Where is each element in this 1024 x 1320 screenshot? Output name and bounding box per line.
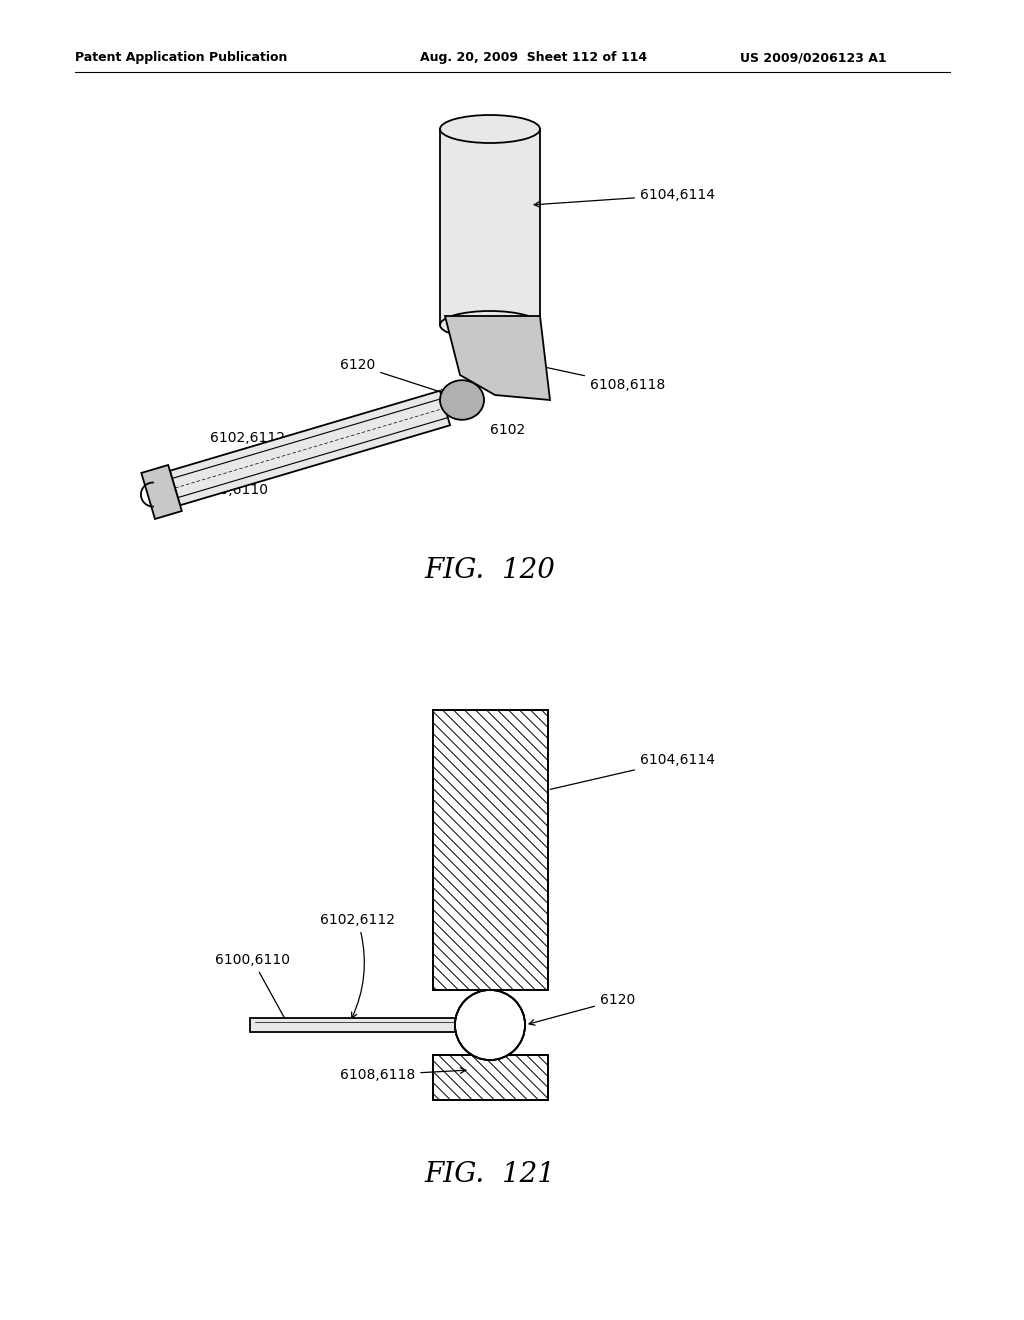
Text: FIG.  120: FIG. 120 [425, 557, 555, 583]
Text: 6102: 6102 [490, 422, 525, 437]
Text: 6120: 6120 [340, 358, 446, 395]
Ellipse shape [440, 380, 484, 420]
Bar [432, 710, 548, 990]
Text: 6104,6114: 6104,6114 [535, 187, 715, 207]
Text: US 2009/0206123 A1: US 2009/0206123 A1 [740, 51, 887, 65]
Bar [432, 710, 548, 990]
Text: Patent Application Publication: Patent Application Publication [75, 51, 288, 65]
Text: 6100,6110: 6100,6110 [215, 953, 290, 1024]
Polygon shape [141, 465, 182, 519]
Text: FIG.  121: FIG. 121 [425, 1162, 555, 1188]
Bar [432, 1055, 548, 1100]
Polygon shape [445, 315, 550, 400]
Ellipse shape [455, 990, 525, 1060]
Text: Aug. 20, 2009  Sheet 112 of 114: Aug. 20, 2009 Sheet 112 of 114 [420, 51, 647, 65]
Text: 6108,6118: 6108,6118 [539, 364, 666, 392]
Ellipse shape [440, 115, 540, 143]
Text: 6100,6110: 6100,6110 [166, 483, 268, 499]
Polygon shape [170, 391, 451, 506]
Ellipse shape [440, 312, 540, 339]
Text: 6102,6112: 6102,6112 [319, 913, 395, 1018]
Ellipse shape [459, 999, 505, 1041]
Bar [250, 1018, 460, 1032]
Bar [440, 129, 540, 325]
Ellipse shape [455, 990, 525, 1060]
Text: 6120: 6120 [529, 993, 635, 1026]
Text: 6102,6112: 6102,6112 [210, 432, 319, 446]
Text: 6104,6114: 6104,6114 [550, 752, 715, 789]
Text: 6108,6118: 6108,6118 [340, 1068, 466, 1082]
Bar [432, 1055, 548, 1100]
